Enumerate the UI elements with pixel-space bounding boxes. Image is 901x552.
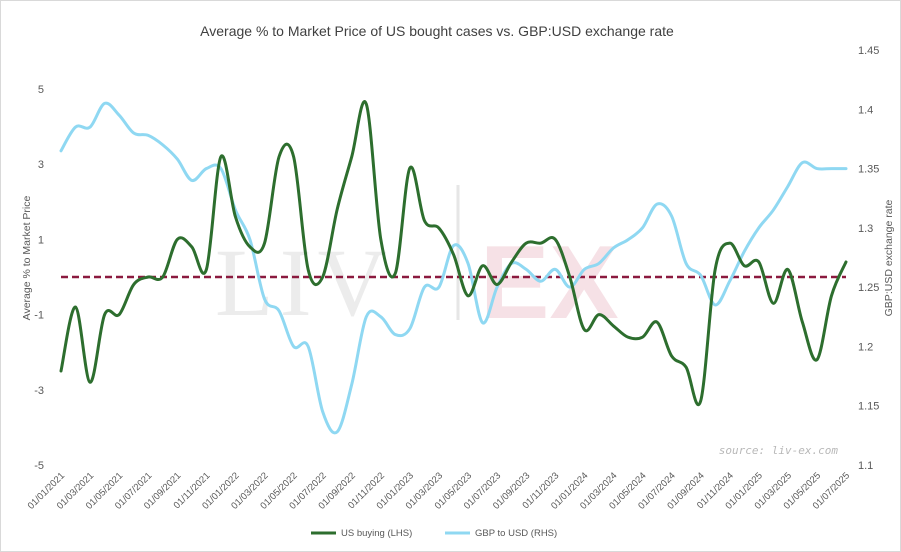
legend-label-gbp-to-usd: GBP to USD (RHS)	[475, 528, 557, 539]
legend-label-us-buying: US buying (LHS)	[341, 528, 412, 539]
left-tick-label: 5	[38, 84, 44, 96]
right-tick-label: 1.45	[858, 45, 879, 57]
right-tick-label: 1.2	[858, 341, 873, 353]
left-tick-label: 3	[38, 159, 44, 171]
right-tick-label: 1.25	[858, 282, 879, 294]
watermark: LIV EX	[215, 185, 619, 341]
right-axis-ticks: 1.45 1.4 1.35 1.3 1.25 1.2 1.15 1.1	[858, 45, 879, 472]
watermark-liv: LIV	[215, 229, 393, 336]
right-tick-label: 1.4	[858, 104, 873, 116]
legend: US buying (LHS) GBP to USD (RHS)	[311, 528, 557, 539]
right-tick-label: 1.3	[858, 223, 873, 235]
left-tick-label: -1	[34, 310, 44, 322]
source-note: source: liv-ex.com	[719, 444, 839, 457]
left-axis-ticks: 5 3 1 -1 -3 -5	[34, 84, 44, 472]
right-tick-label: 1.15	[858, 401, 879, 413]
left-tick-label: -5	[34, 460, 44, 472]
series-line-us-buying	[59, 100, 848, 406]
chart-title: Average % to Market Price of US bought c…	[200, 23, 674, 39]
series-line-gbp-to-usd	[59, 101, 848, 435]
left-tick-label: 1	[38, 234, 44, 246]
x-axis-ticks: 01/01/202101/03/202101/05/202101/07/2021…	[26, 470, 852, 511]
right-tick-label: 1.1	[858, 460, 873, 472]
right-axis-label: GBP:USD exchange rate	[883, 199, 895, 316]
left-tick-label: -3	[34, 385, 44, 397]
left-axis-label: Average % to Market Price	[21, 195, 33, 320]
right-tick-label: 1.35	[858, 164, 879, 176]
watermark-ex: EX	[480, 225, 619, 341]
